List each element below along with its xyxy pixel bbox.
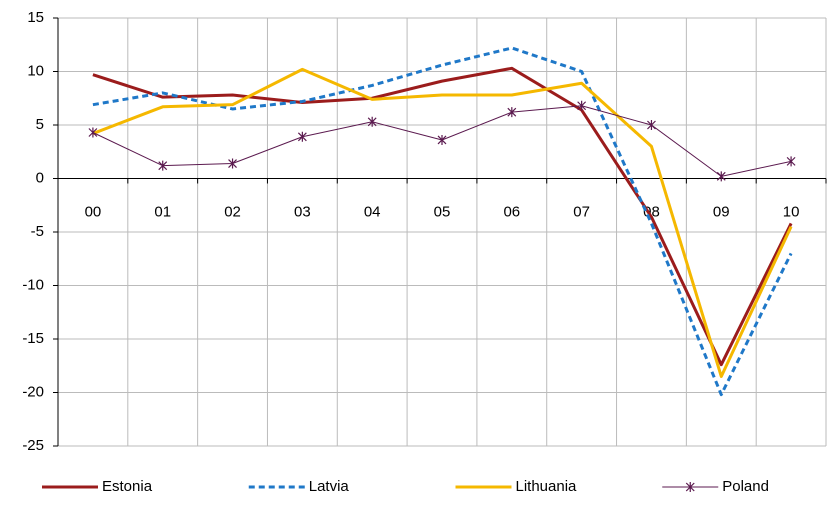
legend-label: Estonia xyxy=(102,478,153,495)
x-tick-label: 04 xyxy=(364,203,381,220)
y-tick-label: 10 xyxy=(27,62,44,79)
x-tick-label: 07 xyxy=(573,203,590,220)
x-tick-label: 00 xyxy=(85,203,102,220)
x-tick-label: 02 xyxy=(224,203,241,220)
marker xyxy=(786,156,796,167)
marker xyxy=(507,107,517,118)
legend-label: Latvia xyxy=(309,478,350,495)
x-tick-label: 09 xyxy=(713,203,730,220)
y-tick-label: -15 xyxy=(22,330,44,347)
marker xyxy=(297,131,307,142)
x-tick-label: 05 xyxy=(434,203,451,220)
x-tick-label: 03 xyxy=(294,203,311,220)
y-tick-label: -20 xyxy=(22,383,44,400)
y-tick-label: 5 xyxy=(36,116,44,133)
marker xyxy=(158,160,168,171)
marker xyxy=(367,116,377,127)
marker xyxy=(228,158,237,169)
y-tick-label: 0 xyxy=(36,169,44,186)
x-tick-label: 10 xyxy=(783,203,800,220)
marker xyxy=(716,171,726,182)
series-line xyxy=(92,66,793,367)
x-tick-label: 01 xyxy=(154,203,171,220)
y-tick-label: -10 xyxy=(22,276,44,293)
legend-marker xyxy=(685,482,695,492)
series-line xyxy=(92,67,793,378)
y-tick-label: -25 xyxy=(22,437,44,454)
y-tick-label: 15 xyxy=(27,9,44,26)
marker xyxy=(647,120,656,130)
marker xyxy=(437,134,447,145)
series-line xyxy=(92,46,793,397)
legend-label: Poland xyxy=(722,478,769,495)
marker xyxy=(88,127,98,138)
marker xyxy=(577,100,587,111)
legend-label: Lithuania xyxy=(516,478,578,495)
y-tick-label: -5 xyxy=(31,223,44,240)
x-tick-label: 06 xyxy=(503,203,520,220)
